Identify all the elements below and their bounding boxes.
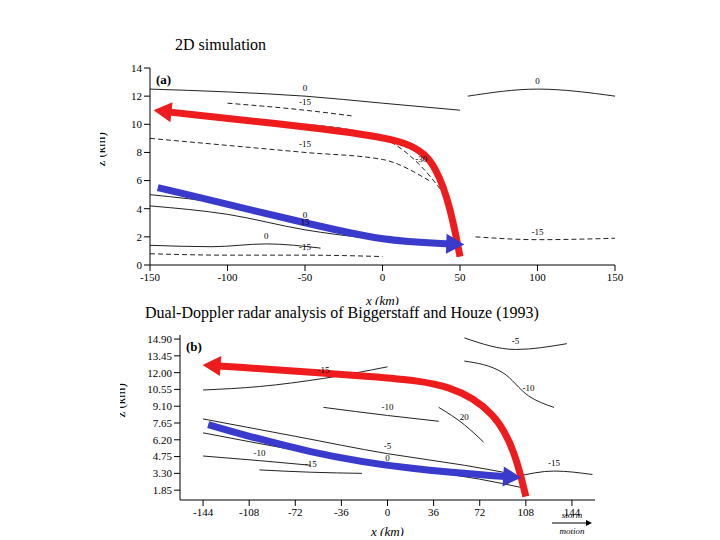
svg-text:6.20: 6.20 — [153, 434, 173, 446]
svg-text:x (km): x (km) — [365, 293, 399, 305]
svg-text:0: 0 — [302, 209, 308, 220]
svg-text:10.55: 10.55 — [147, 383, 172, 395]
svg-text:x (km): x (km) — [370, 524, 404, 536]
html-text:2D simulation: 2D simulation — [175, 36, 267, 53]
svg-text:14: 14 — [131, 62, 143, 74]
svg-text:14.90: 14.90 — [147, 333, 172, 345]
svg-text:-144: -144 — [193, 506, 214, 518]
svg-text:2: 2 — [137, 231, 143, 243]
svg-text:0: 0 — [303, 83, 308, 93]
svg-text:4: 4 — [137, 203, 143, 215]
svg-text:100: 100 — [529, 271, 546, 283]
svg-text:0: 0 — [264, 231, 269, 241]
svg-text:z (km): z (km) — [100, 132, 108, 166]
svg-text:10: 10 — [131, 118, 143, 130]
svg-text:13.45: 13.45 — [147, 350, 172, 362]
svg-text:-15: -15 — [299, 139, 311, 149]
svg-text:9.10: 9.10 — [153, 400, 173, 412]
svg-text:-36: -36 — [334, 506, 349, 518]
svg-text:0: 0 — [137, 259, 143, 271]
svg-text:-5: -5 — [384, 441, 392, 451]
svg-text:-5: -5 — [512, 336, 520, 346]
svg-text:-15: -15 — [305, 459, 317, 469]
svg-text:15: 15 — [301, 217, 311, 227]
svg-text:-10: -10 — [522, 383, 534, 393]
svg-text:-100: -100 — [217, 271, 238, 283]
svg-text:-15: -15 — [299, 97, 311, 107]
svg-text:108: 108 — [518, 506, 535, 518]
svg-text:-15: -15 — [299, 242, 311, 252]
svg-text:0: 0 — [385, 453, 390, 463]
svg-text:0: 0 — [535, 76, 540, 86]
html-text:(b): (b) — [186, 339, 202, 354]
svg-text:150: 150 — [607, 271, 624, 283]
svg-text:12.00: 12.00 — [147, 367, 172, 379]
svg-text:-50: -50 — [298, 271, 313, 283]
svg-text:50: 50 — [455, 271, 467, 283]
svg-text:0: 0 — [380, 271, 386, 283]
svg-text:4.75: 4.75 — [153, 450, 173, 462]
svg-text:1.85: 1.85 — [153, 484, 173, 496]
svg-text:3.30: 3.30 — [153, 467, 173, 479]
svg-text:-15: -15 — [532, 227, 544, 237]
svg-text:7.65: 7.65 — [153, 417, 173, 429]
svg-text:-15: -15 — [548, 458, 560, 468]
svg-text:72: 72 — [474, 506, 485, 518]
svg-text:8: 8 — [137, 146, 143, 158]
svg-text:z (km): z (km) — [120, 383, 128, 417]
html-text:storm: storm — [561, 510, 583, 520]
svg-text:-10: -10 — [253, 448, 265, 458]
svg-text:-72: -72 — [288, 506, 303, 518]
html-text:(a): (a) — [156, 72, 172, 87]
svg-text:36: 36 — [428, 506, 440, 518]
html-text:motion: motion — [559, 526, 585, 536]
svg-text:0: 0 — [385, 506, 391, 518]
svg-text:-10: -10 — [382, 402, 394, 412]
svg-text:-150: -150 — [140, 271, 161, 283]
svg-text:20: 20 — [460, 412, 470, 422]
html-text:Dual-Doppler radar analysis of: Dual-Doppler radar analysis of Biggersta… — [145, 304, 539, 321]
svg-text:12: 12 — [131, 90, 142, 102]
svg-text:-30: -30 — [415, 154, 427, 164]
svg-text:-15: -15 — [317, 365, 329, 375]
svg-text:6: 6 — [137, 174, 143, 186]
svg-text:-108: -108 — [239, 506, 260, 518]
